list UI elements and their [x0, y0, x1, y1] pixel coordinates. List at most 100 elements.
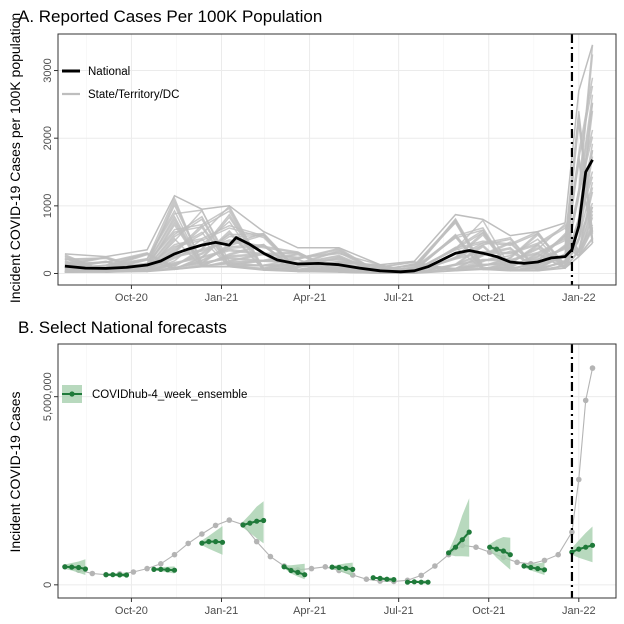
x-tick-label: Oct-21: [472, 605, 505, 617]
ensemble-series-line: [153, 568, 175, 572]
ensemble-point: [418, 579, 424, 585]
ensemble-point: [576, 546, 582, 552]
ensemble-point: [569, 549, 575, 555]
x-tick-label: Oct-20: [115, 292, 148, 304]
ensemble-point: [370, 575, 376, 581]
ensemble-series-line: [489, 546, 511, 556]
observed-point: [582, 397, 589, 404]
ensemble-point: [165, 567, 171, 573]
ensemble-point: [302, 572, 308, 578]
ensemble-point: [254, 518, 260, 524]
observed-point: [473, 544, 479, 550]
ensemble-point: [446, 550, 452, 556]
observed-point: [144, 565, 150, 572]
observed-point: [267, 553, 274, 560]
ensemble-point: [62, 564, 68, 570]
observed-point: [171, 551, 178, 558]
ensemble-point: [123, 572, 130, 578]
ensemble-point: [199, 540, 205, 546]
observed-point: [322, 564, 329, 570]
ensemble-point: [500, 548, 506, 554]
ensemble-point: [76, 564, 82, 571]
ensemble-point: [69, 564, 75, 570]
ensemble-point: [158, 566, 164, 573]
ensemble-point: [494, 546, 500, 552]
observed-point: [89, 570, 96, 577]
panel-a-ylabel: Incident COVID-19 Cases per 100K populat…: [7, 13, 23, 303]
ensemble-point: [466, 529, 472, 535]
observed-point: [432, 563, 438, 569]
x-tick-label: Jul-21: [384, 605, 414, 617]
ensemble-point: [528, 564, 534, 571]
ensemble-series-line: [523, 565, 545, 571]
observed-point: [308, 565, 315, 572]
ensemble-point: [425, 579, 431, 585]
x-tick-label: Apr-21: [293, 605, 326, 617]
x-tick-label: Jan-22: [562, 292, 596, 304]
ensemble-point: [452, 544, 459, 550]
ensemble-point: [336, 564, 342, 571]
legend-label: COVIDhub-4_week_ensemble: [92, 389, 247, 401]
state-series-line: [64, 161, 594, 274]
observed-point: [569, 529, 575, 535]
x-tick-label: Jan-21: [205, 292, 239, 304]
state-series-line: [64, 44, 594, 266]
observed-point: [199, 531, 205, 537]
panel-border: [57, 343, 617, 599]
plot-background: [58, 344, 616, 598]
ensemble-interval-band: [448, 498, 470, 557]
observed-point: [363, 576, 370, 582]
panel-border: [57, 33, 617, 286]
ensemble-point: [411, 579, 417, 585]
panel-a-title: A. Reported Cases Per 100K Population: [18, 7, 322, 26]
y-tick-label: 3000: [42, 58, 54, 82]
observed-point: [212, 522, 219, 529]
y-tick-label: 0: [42, 270, 54, 276]
ensemble-series-line: [242, 519, 264, 526]
ensemble-point: [261, 517, 267, 524]
x-tick-label: Oct-20: [115, 605, 148, 617]
ensemble-point: [459, 537, 465, 543]
ensemble-point: [82, 566, 88, 572]
ensemble-point: [343, 565, 349, 571]
legend-label: State/Territory/DC: [88, 89, 179, 101]
observed-point: [158, 561, 164, 567]
x-tick-label: Jul-21: [384, 292, 414, 304]
ensemble-point: [391, 577, 397, 583]
y-tick-label: 5,000,000: [42, 372, 54, 421]
ensemble-point: [521, 563, 527, 569]
ensemble-point: [103, 572, 109, 578]
legend-label: National: [88, 66, 130, 78]
panel-b-title: B. Select National forecasts: [18, 318, 227, 337]
ensemble-point: [117, 572, 123, 578]
ensemble-series-line: [332, 566, 353, 571]
observed-point: [185, 540, 191, 547]
ensemble-point: [583, 544, 589, 550]
ensemble-point: [589, 542, 596, 548]
legend-key-point: [69, 391, 75, 397]
panel-b-legend: COVIDhub-4_week_ensemble: [62, 385, 247, 403]
ensemble-point: [329, 564, 335, 570]
panel-b-ylabel: Incident COVID-19 Cases: [7, 391, 23, 552]
panel-b-plot: Oct-20 Jan-21 Apr-21 Jul-21 Oct-21 Jan-22 0 5,0…: [42, 343, 617, 617]
ensemble-point: [295, 569, 301, 576]
ensemble-interval-band: [489, 537, 511, 570]
y-tick-label: 2000: [42, 126, 54, 150]
ensemble-point: [541, 567, 548, 573]
ensemble-series-line: [373, 576, 394, 581]
ensemble-series-line: [283, 565, 306, 576]
ensemble-point: [240, 522, 246, 528]
ensemble-point: [404, 579, 411, 585]
ensemble-point: [151, 566, 157, 573]
ensemble-point: [171, 567, 178, 573]
observed-point: [589, 365, 596, 371]
ensemble-series-line: [571, 544, 593, 554]
state-series-line: [64, 209, 594, 274]
ensemble-interval-band: [571, 526, 593, 563]
ensemble-point: [288, 567, 294, 574]
ensemble-interval-band: [201, 526, 223, 555]
panel-a-legend: National State/Territory/DC: [62, 66, 179, 101]
observed-point: [253, 538, 260, 545]
ensemble-point: [206, 539, 212, 545]
